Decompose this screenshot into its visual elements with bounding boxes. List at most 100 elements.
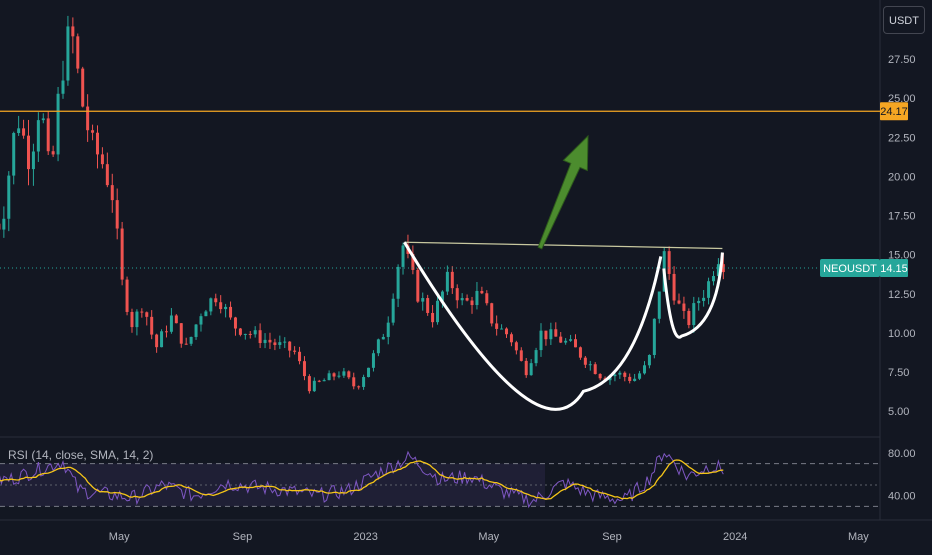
candle-body	[446, 272, 449, 292]
candle-body	[204, 311, 207, 316]
candle-body	[712, 276, 715, 281]
candle-body	[249, 334, 252, 335]
candle-body	[436, 301, 439, 322]
candle-body	[42, 118, 45, 120]
time-tick-label: Sep	[233, 531, 253, 543]
resistance-price-label: 24.17	[880, 106, 908, 118]
candle-body	[431, 313, 434, 322]
rsi-indicator-label: RSI (14, close, SMA, 14, 2)	[8, 448, 153, 462]
candle-body	[111, 185, 114, 200]
currency-button[interactable]: USDT	[883, 6, 925, 34]
price-tick-label: 5.00	[888, 406, 909, 418]
candle-body	[495, 323, 498, 328]
candle-body	[397, 267, 400, 299]
candle-body	[288, 342, 291, 351]
candle-body	[692, 303, 695, 325]
candle-body	[101, 154, 104, 164]
candle-body	[456, 288, 459, 300]
candle-body	[37, 120, 40, 151]
candle-body	[160, 331, 163, 347]
candle-body	[633, 379, 636, 381]
rsi-tick-label: 80.00	[888, 448, 916, 460]
candle-body	[190, 337, 193, 344]
cup-curve	[404, 242, 660, 409]
symbol-label: NEOUSDT	[823, 263, 877, 275]
candle-body	[308, 376, 311, 391]
candle-body	[106, 164, 109, 185]
candle-body	[86, 107, 89, 131]
candle-body	[22, 128, 25, 135]
candle-body	[416, 270, 419, 302]
candle-body	[337, 376, 340, 377]
candle-body	[544, 331, 547, 340]
candle-body	[61, 81, 64, 94]
candle-body	[707, 281, 710, 298]
candle-body	[382, 337, 385, 339]
candle-body	[677, 301, 680, 304]
candle-body	[515, 342, 518, 350]
candle-body	[175, 315, 178, 323]
time-tick-label: May	[478, 531, 499, 543]
candle-body	[209, 298, 212, 311]
candle-body	[170, 315, 173, 331]
candle-body	[549, 329, 552, 339]
candle-body	[525, 361, 528, 375]
candle-body	[471, 301, 474, 305]
candle-body	[199, 316, 202, 324]
candle-body	[510, 334, 513, 342]
candle-body	[589, 364, 592, 365]
time-tick-label: Sep	[602, 531, 622, 543]
candle-body	[298, 352, 301, 361]
price-tick-label: 17.50	[888, 211, 916, 223]
candle-body	[668, 251, 671, 274]
candle-body	[500, 329, 503, 330]
time-tick-label: May	[109, 531, 130, 543]
candle-body	[150, 317, 153, 335]
candle-body	[564, 341, 567, 343]
candle-body	[697, 301, 700, 303]
candle-body	[278, 342, 281, 345]
candle-body	[702, 298, 705, 301]
neckline	[404, 242, 722, 248]
candle-body	[91, 130, 94, 133]
candle-body	[475, 291, 478, 305]
last-price-label: 14.15	[880, 263, 908, 275]
candle-body	[357, 386, 360, 387]
candle-body	[140, 312, 143, 313]
candle-body	[264, 340, 267, 343]
candle-body	[682, 304, 685, 311]
candle-body	[594, 364, 597, 374]
candle-body	[52, 151, 55, 154]
candle-body	[387, 323, 390, 337]
candle-body	[259, 330, 262, 343]
candle-body	[268, 340, 271, 343]
candle-body	[71, 26, 74, 36]
candle-body	[17, 128, 20, 133]
candle-body	[180, 323, 183, 344]
candle-body	[579, 347, 582, 357]
candle-body	[47, 118, 50, 151]
candle-body	[347, 371, 350, 377]
candle-body	[392, 299, 395, 323]
candle-body	[490, 303, 493, 323]
candle-body	[234, 317, 237, 328]
candle-body	[318, 381, 321, 382]
candle-body	[362, 377, 365, 387]
candle-body	[254, 330, 257, 334]
candle-body	[283, 342, 286, 343]
candle-body	[313, 381, 316, 391]
candle-body	[145, 312, 148, 317]
candle-body	[244, 334, 247, 335]
candle-body	[195, 325, 198, 337]
candle-body	[116, 200, 119, 228]
target-arrow	[538, 136, 588, 249]
candle-body	[342, 371, 345, 375]
price-tick-label: 22.50	[888, 132, 916, 144]
candle-body	[643, 365, 646, 373]
candle-body	[658, 292, 661, 319]
candle-body	[367, 368, 370, 377]
candle-body	[480, 291, 483, 293]
candle-body	[574, 339, 577, 347]
